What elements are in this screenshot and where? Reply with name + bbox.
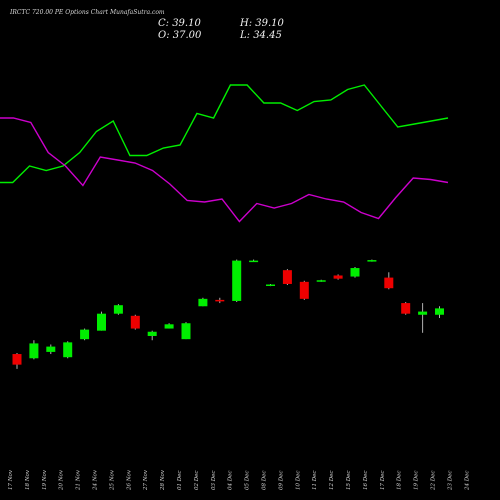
candle-body [198, 298, 208, 307]
candle-body [80, 329, 90, 340]
candle-12-dec [333, 274, 343, 280]
x-tick-label: 15 Dec [346, 471, 352, 491]
candle-body [29, 343, 39, 359]
candle-22-dec [435, 306, 444, 318]
candle-18-dec [401, 302, 411, 315]
indicator-lines [0, 84, 449, 223]
candle-15-dec [350, 266, 360, 278]
candle-body [181, 323, 191, 340]
candles [12, 259, 444, 369]
x-tick-label: 21 Nov [76, 469, 82, 491]
candle-19-nov [46, 344, 56, 355]
candle-28-nov [164, 323, 174, 329]
candle-24-nov [97, 311, 106, 331]
x-tick-label: 12 Dec [329, 471, 335, 491]
candle-body [232, 260, 242, 301]
x-tick-label: 22 Dec [431, 471, 437, 492]
x-tick-label: 17 Nov [8, 469, 14, 490]
x-tick-label: 17 Dec [380, 471, 386, 491]
x-tick-label: 25 Nov [109, 469, 115, 491]
x-tick-label: 26 Nov [126, 469, 132, 491]
x-tick-label: 09 Dec [278, 471, 284, 491]
candle-body [333, 275, 343, 279]
chart-title: IRCTC 720.00 PE Options Chart MunafaSutr… [9, 9, 165, 16]
candle-03-dec [215, 297, 225, 304]
candle-17-nov [12, 352, 22, 369]
open-value: O: 37.00 [158, 30, 202, 41]
x-tick-label: 05 Dec [245, 471, 251, 491]
x-tick-label: 24 Dec [464, 471, 470, 492]
magenta-indicator-line [0, 117, 449, 223]
candle-01-dec [181, 322, 191, 340]
candle-02-dec [198, 297, 208, 307]
x-tick-label: 23 Dec [447, 471, 453, 492]
candle-body [384, 277, 394, 289]
candle-09-dec [282, 269, 292, 286]
x-axis-ticks: 17 Nov 18 Nov 19 Nov 20 Nov 21 Nov 24 Nov 25 N… [8, 469, 470, 491]
close-value: C: 39.10 [158, 18, 201, 29]
candle-body [266, 284, 275, 286]
candle-27-nov [147, 330, 157, 341]
candle-05-dec [249, 259, 259, 263]
x-tick-label: 19 Dec [414, 471, 420, 491]
x-tick-label: 03 Dec [211, 471, 217, 491]
candle-body [350, 268, 360, 277]
low-value: L: 34.45 [239, 30, 282, 41]
candle-21-nov [80, 328, 90, 341]
x-tick-label: 04 Dec [228, 471, 234, 491]
x-tick-label: 20 Nov [59, 469, 65, 491]
green-indicator-line [0, 84, 449, 184]
candle-body [63, 342, 73, 358]
candle-body [418, 311, 428, 315]
candle-body [249, 260, 259, 263]
x-tick-label: 19 Nov [42, 469, 48, 490]
candle-19-dec [418, 303, 428, 333]
x-tick-label: 27 Nov [143, 469, 149, 491]
x-tick-label: 02 Dec [194, 471, 200, 491]
x-tick-label: 28 Nov [160, 469, 166, 491]
candle-body [46, 346, 56, 352]
candle-body [299, 281, 309, 299]
candle-body [12, 354, 22, 365]
candle-16-dec [367, 259, 377, 262]
candle-body [147, 331, 157, 336]
candle-25-nov [113, 304, 123, 315]
candle-body [435, 308, 444, 315]
candle-10-dec [299, 280, 309, 300]
candle-body [164, 324, 174, 329]
x-tick-label: 18 Dec [397, 471, 403, 491]
x-tick-label: 08 Dec [262, 471, 268, 491]
x-tick-label: 24 Nov [93, 469, 99, 491]
candle-26-nov [130, 314, 140, 330]
candle-20-nov [63, 341, 73, 359]
candle-body [113, 305, 123, 314]
x-tick-label: 18 Nov [25, 469, 31, 490]
candle-body [401, 303, 411, 314]
high-value: H: 39.10 [239, 18, 285, 29]
x-tick-label: 16 Dec [363, 471, 369, 491]
candle-08-dec [266, 283, 275, 287]
candle-body [367, 260, 377, 262]
x-tick-label: 11 Dec [312, 471, 318, 491]
candle-body [130, 315, 140, 329]
candle-04-dec [232, 259, 242, 303]
candle-body [97, 313, 106, 331]
candle-body [215, 299, 225, 302]
candle-11-dec [316, 279, 326, 282]
x-tick-label: 01 Dec [177, 471, 183, 491]
x-tick-label: 10 Dec [295, 471, 301, 491]
candle-18-nov [29, 340, 39, 360]
candle-17-dec [384, 272, 394, 290]
candle-body [316, 280, 326, 282]
candle-body [282, 270, 292, 284]
